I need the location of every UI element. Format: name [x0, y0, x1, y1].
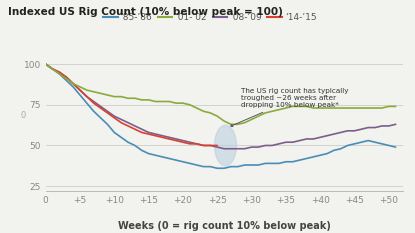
Text: Weeks (0 = rig count 10% below peak): Weeks (0 = rig count 10% below peak): [118, 221, 330, 231]
Text: Indexed US Rig Count (10% below peak = 100): Indexed US Rig Count (10% below peak = 1…: [8, 7, 283, 17]
Ellipse shape: [215, 125, 237, 166]
Text: The US rig count has typically
troughed ~26 weeks after
dropping 10% below peak*: The US rig count has typically troughed …: [231, 89, 349, 127]
Legend: ’85-’86, ’01-’02, ‘08-’09, ‘14-’15: ’85-’86, ’01-’02, ‘08-’09, ‘14-’15: [100, 9, 320, 25]
Text: 0: 0: [20, 111, 25, 120]
